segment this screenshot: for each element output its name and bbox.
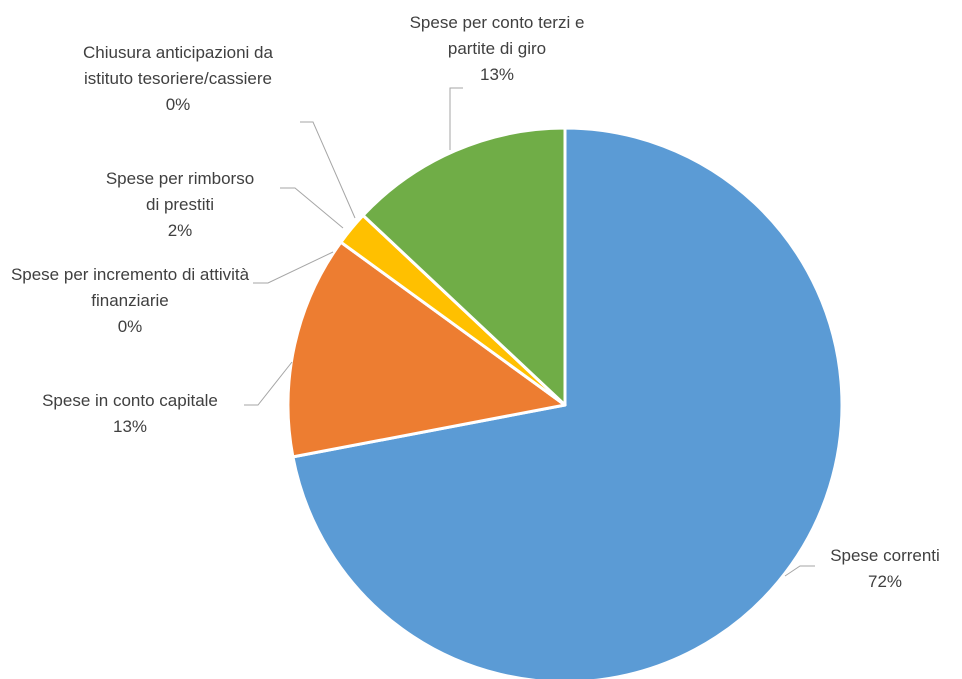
percent-label: 0%	[165, 95, 191, 114]
percent-label: 13%	[479, 65, 515, 84]
percent-label: 72%	[867, 572, 903, 591]
leader-line	[300, 121, 356, 219]
data-label: Spese in conto capitale 13%	[10, 388, 250, 440]
leader-line	[280, 187, 344, 229]
percent-label: 13%	[112, 417, 148, 436]
data-label: Spese per rimborso di prestiti 2%	[103, 166, 258, 244]
category-label: Chiusura anticipazioni da istituto tesor…	[83, 43, 273, 88]
pie-slice	[291, 126, 844, 679]
percent-label: 2%	[167, 221, 193, 240]
leader-line	[244, 361, 293, 406]
category-label: Spese correnti	[830, 546, 940, 565]
pie-slice	[361, 126, 567, 407]
data-label: Chiusura anticipazioni da istituto tesor…	[58, 40, 298, 118]
data-label: Spese per incremento di attività finanzi…	[5, 262, 255, 340]
leader-line	[449, 87, 463, 150]
category-label: Spese per conto terzi e partite di giro	[409, 13, 585, 58]
data-label: Spese per conto terzi e partite di giro 1…	[395, 10, 600, 88]
category-label: Spese per rimborso di prestiti	[105, 169, 255, 214]
leader-line	[253, 251, 334, 284]
pie-slice	[286, 240, 567, 459]
leader-line	[784, 565, 815, 577]
percent-label: 0%	[117, 317, 143, 336]
category-label: Spese per incremento di attività finanzi…	[10, 265, 250, 310]
category-label: Spese in conto capitale	[42, 391, 218, 410]
data-label: Spese correnti 72%	[805, 543, 962, 595]
